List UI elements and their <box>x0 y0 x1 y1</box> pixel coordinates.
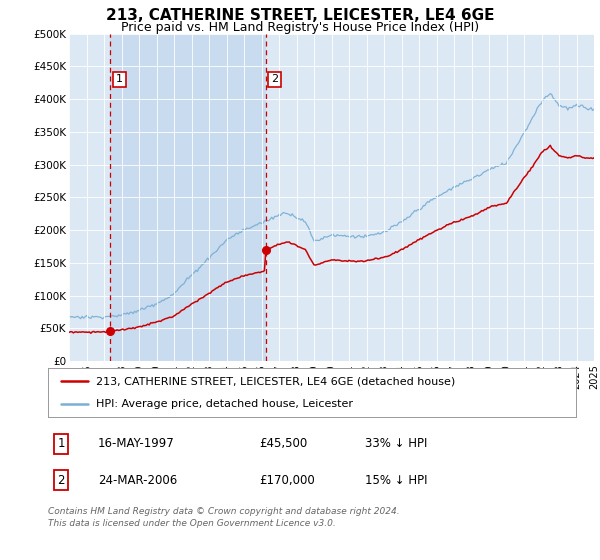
Bar <box>110 34 266 361</box>
Text: 15% ↓ HPI: 15% ↓ HPI <box>365 474 427 487</box>
Text: £170,000: £170,000 <box>259 474 315 487</box>
Text: 213, CATHERINE STREET, LEICESTER, LE4 6GE (detached house): 213, CATHERINE STREET, LEICESTER, LE4 6G… <box>95 376 455 386</box>
Text: 213, CATHERINE STREET, LEICESTER, LE4 6GE: 213, CATHERINE STREET, LEICESTER, LE4 6G… <box>106 8 494 24</box>
Text: Price paid vs. HM Land Registry's House Price Index (HPI): Price paid vs. HM Land Registry's House … <box>121 21 479 34</box>
Text: 33% ↓ HPI: 33% ↓ HPI <box>365 437 427 450</box>
Text: 1: 1 <box>58 437 65 450</box>
Text: 1: 1 <box>116 74 123 85</box>
Text: 24-MAR-2006: 24-MAR-2006 <box>98 474 178 487</box>
Text: HPI: Average price, detached house, Leicester: HPI: Average price, detached house, Leic… <box>95 399 353 409</box>
Text: £45,500: £45,500 <box>259 437 307 450</box>
Text: 2: 2 <box>58 474 65 487</box>
Text: 2: 2 <box>271 74 278 85</box>
Text: Contains HM Land Registry data © Crown copyright and database right 2024.
This d: Contains HM Land Registry data © Crown c… <box>48 507 400 528</box>
Text: 16-MAY-1997: 16-MAY-1997 <box>98 437 175 450</box>
